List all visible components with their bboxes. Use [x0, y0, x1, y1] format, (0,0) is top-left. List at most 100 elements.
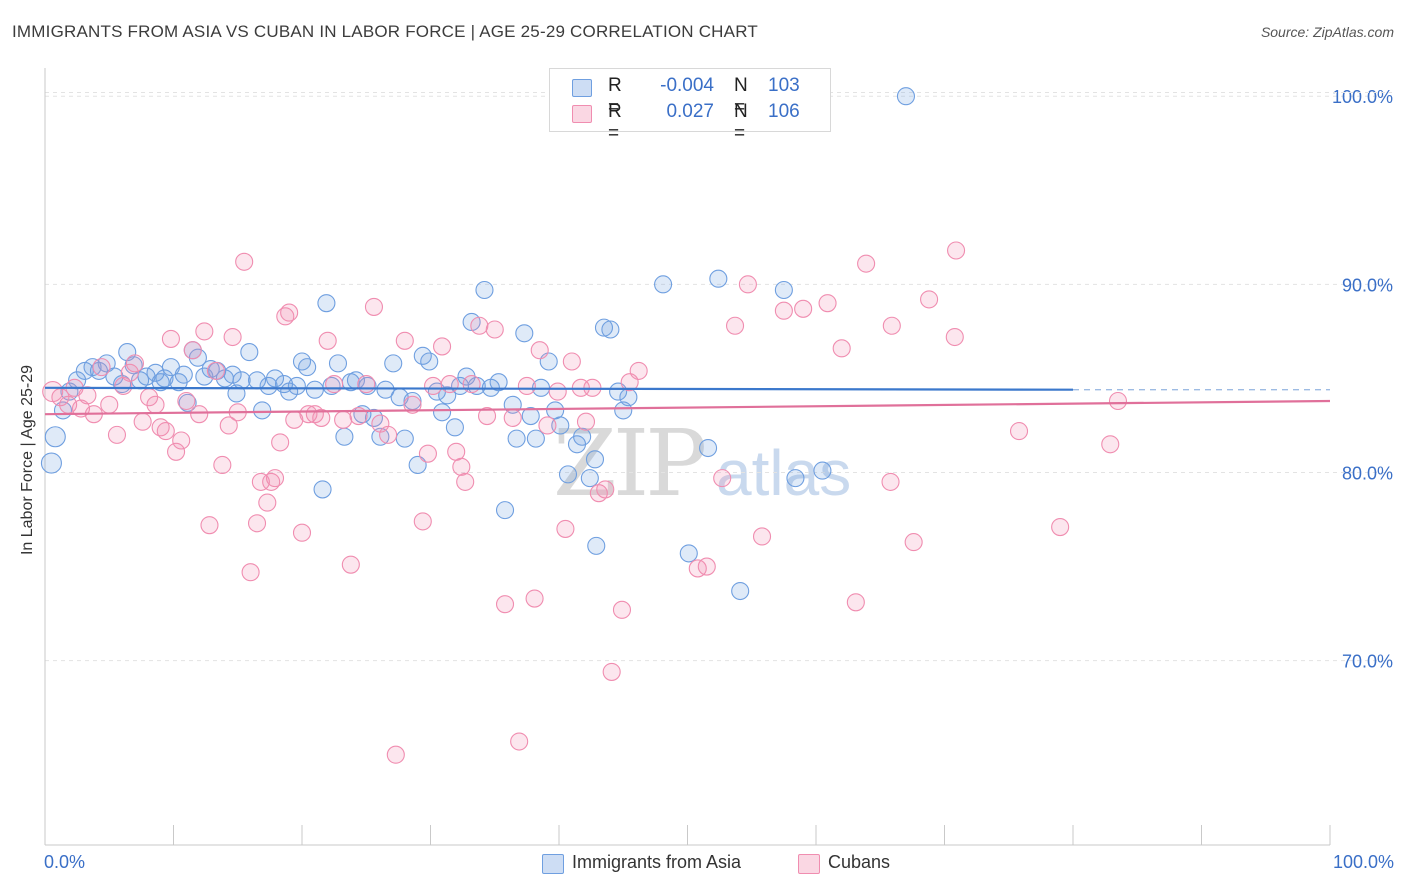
cuban-point: [503, 408, 522, 427]
cuban-point: [1101, 435, 1120, 454]
y-tick-label: 90.0%: [1342, 275, 1393, 295]
cuban-point: [517, 376, 536, 395]
asia-point: [305, 380, 324, 399]
cuban-point: [440, 375, 459, 394]
asia-point: [679, 544, 698, 563]
legend-n-value: 103: [768, 75, 800, 96]
asia-point: [526, 429, 545, 448]
asia-point: [376, 380, 395, 399]
cuban-point: [477, 407, 497, 426]
legend-swatch-asia: [542, 854, 564, 874]
asia-point: [515, 324, 534, 343]
asia-point: [731, 581, 750, 601]
cuban-point: [213, 455, 232, 475]
cuban-point: [752, 527, 772, 546]
asia-point: [259, 376, 278, 395]
cuban-point: [200, 516, 219, 535]
cuban-point: [447, 442, 466, 461]
asia-point: [489, 373, 508, 392]
cuban-point: [947, 241, 966, 260]
cuban-point: [832, 339, 851, 358]
asia-point: [813, 461, 832, 480]
cuban-point: [538, 416, 557, 435]
watermark-zip: ZIP: [553, 410, 707, 517]
cuban-point: [556, 519, 575, 538]
cuban-point: [183, 341, 202, 360]
asia-point: [475, 280, 494, 300]
x-axis-max-label: 100.0%: [1332, 852, 1394, 872]
asia-point: [44, 426, 66, 448]
asia-point: [265, 369, 285, 388]
legend-r-value: 0.027: [666, 101, 714, 122]
asia-point: [546, 401, 565, 420]
asia-point: [335, 427, 354, 446]
cuban-point: [241, 563, 260, 582]
cuban-point: [146, 395, 165, 414]
cuban-point: [485, 320, 504, 339]
asia-point: [287, 376, 306, 395]
cuban-point: [235, 252, 254, 271]
cuban-point: [357, 375, 376, 394]
cuban-point: [223, 327, 242, 347]
cuban-point: [219, 416, 238, 435]
cuban-point: [258, 493, 277, 512]
cuban-point: [470, 316, 489, 335]
cuban-point: [725, 316, 745, 335]
cuban-point: [548, 382, 567, 401]
cuban-point: [418, 444, 437, 463]
cuban-point: [596, 480, 615, 499]
cuban-point: [251, 472, 270, 491]
cuban-point: [133, 412, 152, 431]
asia-point: [40, 452, 62, 474]
legend-n-label: N =: [734, 101, 748, 144]
asia-point: [786, 469, 805, 488]
asia-point: [232, 371, 251, 390]
cuban-point: [325, 375, 344, 394]
asia-point: [654, 275, 673, 294]
asia-point: [619, 388, 638, 407]
cuban-point: [364, 297, 384, 316]
cuban-point: [462, 375, 481, 394]
cuban-point: [688, 559, 707, 578]
cuban-point: [1051, 518, 1070, 537]
legend-swatch-cubans: [798, 854, 820, 874]
cuban-point: [379, 425, 398, 444]
cuban-point: [271, 433, 290, 452]
asia-point: [551, 416, 570, 435]
cuban-point: [92, 358, 111, 377]
cuban-point: [1009, 422, 1029, 441]
cuban-point: [510, 732, 529, 751]
legend-r-label: R =: [608, 75, 622, 118]
cuban-point: [334, 410, 353, 429]
asia-point: [322, 376, 341, 395]
cuban-trend-line: [44, 399, 1331, 416]
cuban-point: [107, 425, 127, 444]
cuban-point: [395, 331, 414, 350]
cuban-point: [920, 290, 939, 309]
cuban-point: [172, 431, 191, 450]
legend-swatch-cubans: [572, 105, 592, 123]
watermark-atlas: atlas: [716, 437, 852, 509]
asia-point: [395, 429, 414, 448]
asia-point: [521, 407, 540, 426]
asia-point: [328, 354, 348, 373]
asia-point: [573, 427, 592, 446]
cuban-point: [495, 595, 515, 614]
asia-point: [408, 455, 427, 475]
asia-point: [495, 501, 515, 520]
cuban-point: [945, 327, 964, 347]
cuban-point: [456, 472, 475, 491]
cuban-point: [195, 322, 214, 341]
y-tick-label: 70.0%: [1342, 652, 1393, 672]
cuban-point: [452, 457, 471, 476]
cuban-point: [156, 422, 175, 441]
cuban-point: [413, 512, 432, 531]
cuban-point: [120, 363, 139, 382]
asia-point: [253, 401, 272, 420]
asia-point: [774, 280, 793, 300]
cuban-point: [562, 352, 581, 371]
x-axis-min-label: 0.0%: [44, 852, 86, 872]
cuban-point: [265, 469, 285, 488]
cuban-point: [433, 337, 452, 356]
asia-point: [896, 87, 916, 106]
